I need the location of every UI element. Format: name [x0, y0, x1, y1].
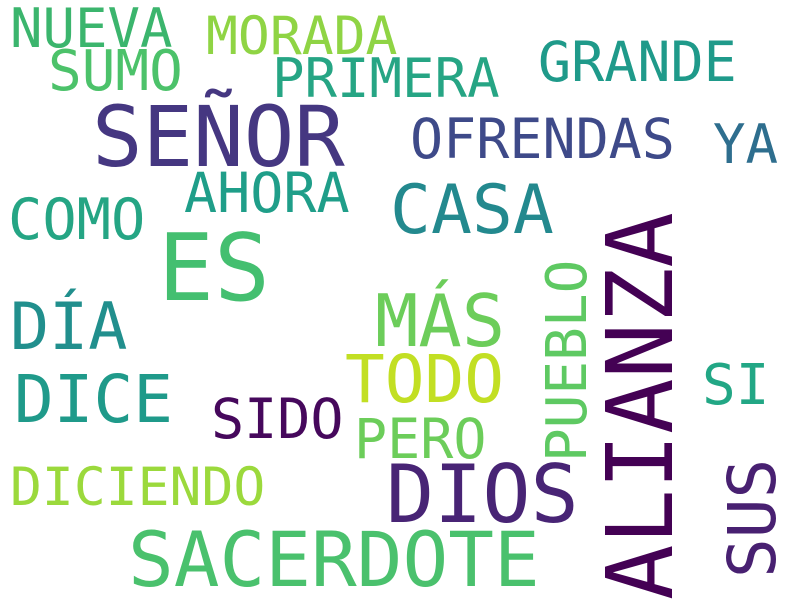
word-sumo: SUMO: [48, 39, 183, 104]
word-ofrendas: OFRENDAS: [410, 107, 675, 171]
word-senor: SEÑOR: [92, 88, 345, 186]
word-mas: MÁS: [375, 279, 506, 363]
word-morada: MORADA: [206, 6, 398, 67]
word-pero: PERO: [354, 407, 487, 471]
word-dios: DIOS: [386, 448, 579, 541]
word-sacerdote: SACERDOTE: [128, 515, 540, 600]
word-si: SI: [702, 353, 770, 418]
word-todo: TODO: [345, 341, 504, 418]
word-ya: YA: [713, 113, 779, 176]
word-alianza: ALIANZA: [587, 212, 694, 600]
word-como: COMO: [8, 187, 146, 253]
word-sus: SUS: [714, 458, 791, 578]
word-es: ES: [158, 214, 270, 322]
word-pueblo: PUEBLO: [535, 259, 600, 462]
word-diciendo: DICIENDO: [10, 457, 266, 518]
word-dice: DICE: [14, 361, 173, 438]
word-nueva: NUEVA: [10, 0, 173, 60]
word-ahora: AHORA: [184, 161, 350, 225]
word-grande: GRANDE: [538, 30, 737, 94]
word-primera: PRIMERA: [272, 47, 500, 110]
word-dia: DÍA: [10, 290, 128, 365]
word-sido: SIDO: [211, 387, 344, 451]
word-casa: CASA: [390, 171, 554, 250]
